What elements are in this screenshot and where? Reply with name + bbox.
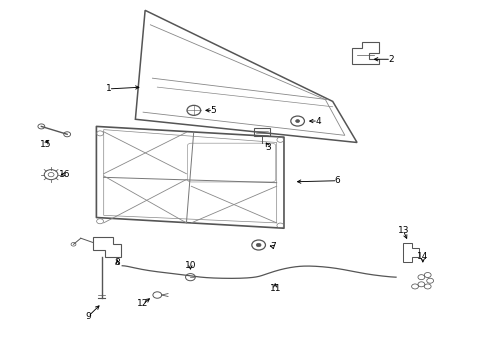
Text: 5: 5 [211,106,216,115]
Text: 4: 4 [315,117,321,126]
Text: 13: 13 [397,226,409,235]
Text: 12: 12 [137,300,148,309]
Text: 14: 14 [417,252,429,261]
Text: 6: 6 [335,176,341,185]
Text: 1: 1 [106,84,111,93]
Circle shape [256,243,261,247]
Circle shape [295,120,299,122]
Text: 15: 15 [40,140,51,149]
Text: 3: 3 [266,143,271,152]
Text: 2: 2 [389,55,394,64]
Text: 16: 16 [59,170,71,179]
Text: 11: 11 [270,284,281,293]
Text: 10: 10 [185,261,196,270]
Text: 8: 8 [115,258,120,267]
Text: 7: 7 [270,242,276,251]
Text: 9: 9 [85,312,91,321]
